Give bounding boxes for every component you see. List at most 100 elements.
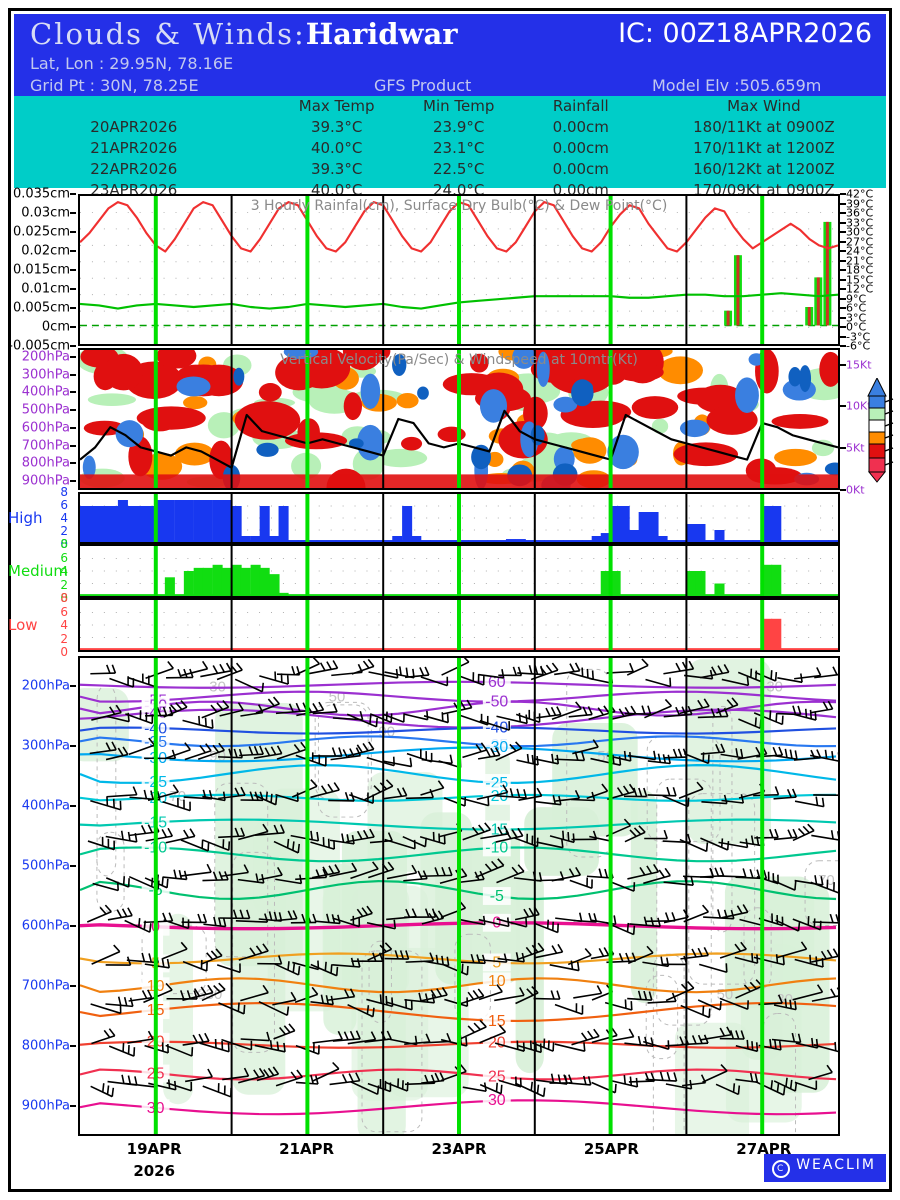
axis-tick-label: 18°C: [846, 263, 874, 277]
axis-tick: [70, 685, 76, 687]
axis-tick: [70, 391, 76, 394]
cloud-low-panel: [78, 598, 840, 652]
axis-tick: [840, 278, 846, 281]
axis-tick-label: 5Kt: [846, 441, 865, 455]
axis-tick: [70, 865, 76, 867]
axis-tick: [70, 1045, 76, 1047]
axis-tick: [840, 316, 846, 319]
axis-tick: [70, 345, 76, 347]
axis-tick: [70, 288, 76, 290]
table-header-row: Max Temp Min Temp Rainfall Max Wind: [14, 96, 886, 117]
x-axis-date-label: 19APR: [126, 1140, 182, 1158]
axis-tick: [840, 335, 846, 338]
axis-tick-label: 900hPa: [21, 473, 70, 489]
x-axis-date-label: 21APR: [279, 1140, 335, 1158]
axis-tick: [840, 489, 846, 491]
svg-text:-30: -30: [485, 739, 508, 756]
temperature-y-axis: 42°C 39°C 36°C 33°C 30°C 27°C 24°C 21°C 18°C 15°C…: [840, 188, 900, 353]
axis-tick: [840, 202, 846, 205]
axis-tick-label: -6°C: [846, 339, 871, 353]
axis-tick-label: 0.025cm: [12, 224, 70, 240]
cloud-axis-tick: 0: [60, 537, 68, 551]
axis-tick-label: 0°C: [846, 320, 867, 334]
row-min-temp: 22.5°C: [433, 160, 485, 178]
cloud-axis-tick: 2: [60, 524, 68, 538]
row-max-temp: 40.0°C: [310, 139, 363, 157]
cloud-axis-tick: 8: [60, 591, 68, 605]
axis-tick-label: 27°C: [846, 235, 874, 248]
axis-tick: [70, 307, 76, 309]
cloud-axis-tick: 8: [60, 537, 68, 551]
axis-tick-label: -3°C: [846, 330, 871, 343]
axis-tick: [70, 193, 76, 195]
axis-tick: [70, 231, 76, 233]
axis-tick-label: 0.015cm: [12, 262, 70, 278]
axis-tick-label: 21°C: [846, 254, 874, 267]
axis-tick: [840, 212, 846, 214]
axis-tick: [70, 925, 76, 927]
svg-text:30: 30: [488, 1092, 506, 1109]
cloud-medium-panel: [78, 544, 840, 598]
title-prefix: Clouds & Winds:: [30, 17, 306, 51]
axis-tick: [840, 193, 846, 195]
row-max-wind: 170/11Kt at 1200Z: [693, 139, 835, 157]
table-row: 20APR2026 39.3°C 23.9°C 0.00cm 180/11Kt at 0…: [14, 117, 886, 138]
cloud-group-label: Low: [8, 616, 38, 634]
row-max-temp: 39.3°C: [310, 118, 363, 136]
axis-tick: [70, 250, 76, 252]
x-axis-date-label: 27APR: [736, 1140, 792, 1158]
col-rainfall: Rainfall: [552, 97, 609, 115]
cloud-axis-tick: 2: [60, 577, 68, 592]
axis-tick: [70, 355, 76, 358]
axis-tick-label: 33°C: [846, 216, 874, 229]
cloud-axis-tick: 4: [60, 618, 68, 632]
axis-tick: [70, 426, 76, 429]
logo-text: WEACLIM: [796, 1157, 876, 1173]
axis-tick-label: 3°C: [846, 311, 867, 324]
axis-tick-label: 6°C: [846, 301, 867, 315]
table-row: 21APR2026 40.0°C 23.1°C 0.00cm 170/11Kt at 1…: [14, 138, 886, 159]
table-row: 22APR2026 39.3°C 22.5°C 0.00cm 160/12Kt at 1…: [14, 159, 886, 180]
axis-tick-label: 600hPa: [21, 918, 70, 934]
axis-tick-label: -0.005cm: [8, 338, 70, 354]
cloud-axes: 0 2 4 6 8 High 0 2 4 6 8 Medium 0 2 4 6 8 Low: [0, 0, 78, 1200]
axis-tick-label: 400hPa: [21, 798, 70, 814]
axis-tick: [70, 373, 76, 376]
axis-tick-label: 200hPa: [21, 349, 70, 365]
row-date: 20APR2026: [90, 118, 178, 136]
upper-air-panel: 3050705030907050303309060-55-55-50-50-45…: [78, 656, 840, 1136]
axis-tick-label: 30°C: [846, 225, 874, 239]
product-name: GFS Product: [374, 76, 472, 95]
axis-tick-label: 0.035cm: [12, 186, 70, 202]
axis-tick-label: 15°C: [846, 273, 874, 286]
cloud-group-label: Medium: [8, 562, 68, 580]
axis-tick-label: 0.005cm: [12, 300, 70, 316]
axis-tick-label: 36°C: [846, 206, 874, 220]
axis-tick: [70, 269, 76, 271]
axis-tick: [840, 405, 846, 408]
weaclim-logo: C WEACLIM: [764, 1154, 886, 1182]
col-min-temp: Min Temp: [423, 97, 495, 115]
windspeed-axis: 0Kt 5Kt 10Kt 15Kt: [840, 348, 900, 497]
x-axis-date-label: 25APR: [583, 1140, 639, 1158]
wind-barb-legend: [867, 378, 894, 483]
cloud-high-panel: [78, 492, 840, 544]
svg-text:15: 15: [488, 1013, 506, 1030]
axis-tick: [840, 307, 846, 309]
axis-tick: [840, 231, 846, 233]
axis-tick-label: 700hPa: [21, 978, 70, 994]
axis-tick-label: 0.01cm: [21, 281, 70, 297]
cloud-axis-tick: 6: [60, 498, 68, 512]
summary-table: Max Temp Min Temp Rainfall Max Wind 20AP…: [14, 96, 886, 199]
axis-tick: [840, 240, 846, 243]
cloud-axis-tick: 6: [60, 550, 68, 565]
row-max-temp: 39.3°C: [310, 160, 363, 178]
svg-text:-50: -50: [485, 694, 508, 711]
grid-point: Grid Pt : 30N, 78.25E: [30, 76, 199, 95]
axis-tick-label: 700hPa: [21, 438, 70, 454]
row-date: 21APR2026: [90, 139, 178, 157]
upper-air-pressure-axis: 200hPa 300hPa 400hPa 500hPa 600hPa 700hPa 800h…: [0, 656, 78, 1136]
svg-text:-5: -5: [490, 888, 504, 905]
